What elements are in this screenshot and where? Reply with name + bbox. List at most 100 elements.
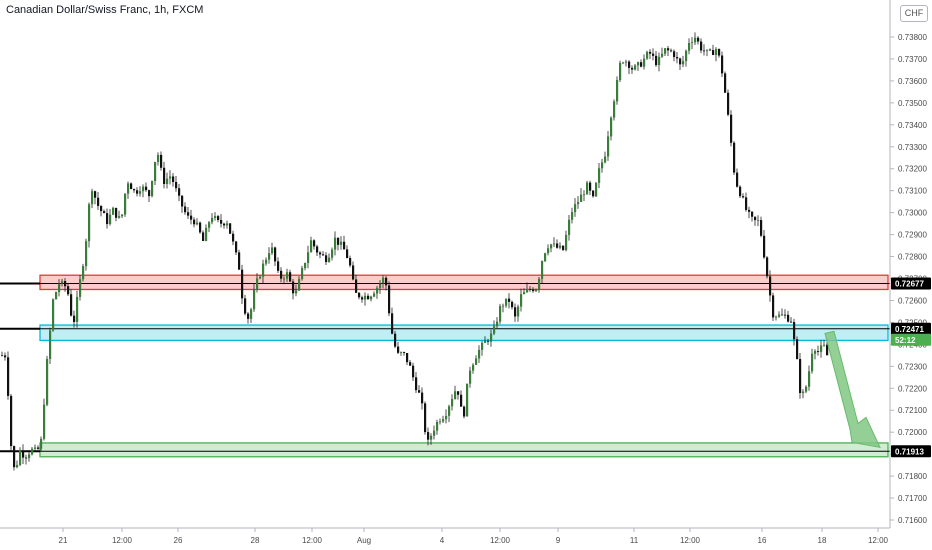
zone-resistance[interactable]	[39, 274, 889, 291]
candle-body	[361, 297, 364, 300]
candle-body	[85, 241, 88, 267]
zone-target[interactable]	[39, 442, 889, 458]
price-tag[interactable]	[891, 333, 931, 346]
candle-body	[40, 438, 43, 449]
zone-support[interactable]	[39, 324, 889, 342]
candle-body	[283, 278, 286, 280]
candle-body	[295, 290, 298, 294]
candle-body	[253, 289, 256, 310]
candle-body	[445, 415, 448, 420]
candle-body	[280, 270, 283, 279]
candle-body	[559, 245, 562, 248]
price-tag-label: 0.72677	[895, 280, 924, 289]
candle-body	[589, 182, 592, 191]
candle-body	[568, 219, 571, 235]
candle-body	[205, 227, 208, 241]
candle-body	[247, 313, 250, 319]
candle-body	[652, 53, 655, 56]
candle-body	[724, 73, 727, 93]
candle-body	[100, 205, 103, 212]
candle-body	[442, 419, 445, 422]
y-tick-label: 0.71600	[898, 516, 927, 525]
candle-body	[301, 268, 304, 279]
price-tag[interactable]	[891, 277, 931, 290]
candle-body	[229, 223, 232, 234]
candle-body	[118, 216, 121, 218]
candle-body	[394, 333, 397, 347]
candle-body	[481, 342, 484, 350]
candle-body	[643, 58, 646, 67]
candle-body	[727, 92, 730, 115]
candle-body	[304, 262, 307, 269]
price-tag[interactable]	[891, 322, 931, 335]
candle-body	[154, 162, 157, 181]
candle-body	[739, 186, 742, 197]
candle-body	[70, 294, 73, 316]
candle-body	[58, 283, 61, 293]
candle-body	[451, 399, 454, 407]
candle-body	[400, 352, 403, 353]
candle-body	[130, 183, 133, 190]
currency-badge[interactable]: CHF	[900, 5, 928, 22]
candle-body	[703, 50, 706, 52]
candle-body	[667, 48, 670, 51]
candle-body	[139, 191, 142, 194]
candle-body	[13, 446, 16, 468]
candle-body	[706, 49, 709, 51]
candle-body	[565, 234, 568, 251]
y-tick-label: 0.71700	[898, 494, 927, 503]
candle-body	[109, 214, 112, 225]
candle-body	[136, 190, 139, 194]
candle-body	[271, 247, 274, 254]
candle-body	[232, 233, 235, 242]
candle-body	[550, 244, 553, 249]
candle-body	[115, 207, 118, 218]
candle-body	[145, 186, 148, 191]
y-tick-label: 0.72600	[898, 296, 927, 305]
candle-body	[73, 315, 76, 322]
candle-body	[535, 289, 538, 292]
candle-body	[499, 306, 502, 322]
candle-body	[322, 254, 325, 256]
candle-body	[751, 211, 754, 217]
price-tag[interactable]	[891, 445, 931, 458]
candle-body	[82, 266, 85, 280]
candle-body	[292, 281, 295, 294]
candle-body	[166, 178, 169, 184]
candle-body	[148, 190, 151, 197]
candle-body	[382, 277, 385, 284]
candle-body	[331, 249, 334, 258]
forecast-arrow	[824, 330, 881, 449]
candle-body	[220, 219, 223, 224]
candle-body	[817, 350, 820, 352]
candle-body	[10, 395, 13, 447]
candle-body	[124, 193, 127, 215]
candle-body	[265, 259, 268, 264]
candle-body	[298, 278, 301, 291]
candle-body	[121, 214, 124, 217]
candle-body	[244, 298, 247, 314]
candle-body	[169, 176, 172, 179]
down-arrow[interactable]	[824, 330, 881, 449]
candle-body	[403, 352, 406, 353]
candle-body	[793, 322, 796, 340]
candle-body	[235, 241, 238, 253]
candle-body	[580, 194, 583, 202]
candle-body	[586, 182, 589, 195]
candle-body	[577, 201, 580, 205]
x-tick-label: 26	[174, 536, 183, 545]
candle-body	[583, 194, 586, 196]
candle-body	[76, 296, 79, 322]
candle-body	[466, 383, 469, 417]
candle-body	[493, 326, 496, 334]
candle-body	[181, 195, 184, 207]
candle-body	[811, 353, 814, 372]
candle-body	[430, 435, 433, 440]
candle-body	[634, 65, 637, 70]
y-tick-label: 0.73600	[898, 77, 927, 86]
candle-body	[772, 295, 775, 318]
candle-body	[532, 289, 535, 292]
candle-body	[649, 51, 652, 54]
x-tick-label: 12:00	[680, 536, 701, 545]
